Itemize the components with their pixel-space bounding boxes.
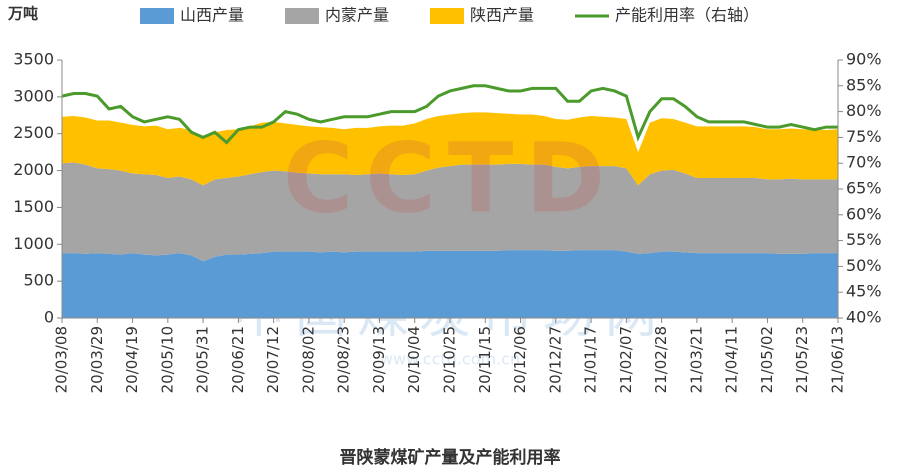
chart-title: 晋陕蒙煤矿产量及产能利用率 [340, 447, 561, 468]
y-tick-label: 2500 [13, 123, 54, 142]
watermark-name: 中国煤炭市场网 [233, 285, 667, 345]
y2-tick-label: 50% [846, 256, 882, 275]
x-tick-label: 20/05/31 [194, 326, 212, 393]
watermark: CCTD 中国煤炭市场网 www.cctd.com.cn [233, 122, 667, 369]
y-tick-label: 1000 [13, 234, 54, 253]
y-axis-unit: 万吨 [7, 5, 38, 23]
x-tick-label: 21/05/23 [793, 326, 811, 393]
y2-tick-label: 80% [846, 101, 882, 120]
line [61, 84, 838, 145]
x-tick-label: 20/12/06 [511, 326, 529, 393]
y2-tick-label: 60% [846, 204, 882, 223]
y-tick-label: 3000 [13, 86, 54, 105]
y2-tick-label: 45% [846, 282, 882, 301]
x-tick-label: 21/04/11 [723, 326, 741, 393]
legend-label: 内蒙产量 [325, 6, 389, 25]
x-tick-label: 21/01/17 [582, 326, 600, 393]
y-tick-label: 500 [23, 271, 54, 290]
legend-label: 陕西产量 [470, 6, 534, 25]
legend-swatch [140, 8, 174, 24]
y-tick-label: 3500 [13, 50, 54, 69]
y-tick-label: 1500 [13, 197, 54, 216]
legend-label: 山西产量 [180, 6, 244, 25]
y2-tick-label: 85% [846, 75, 882, 94]
area [62, 162, 838, 262]
x-tick-label: 20/08/02 [299, 326, 317, 393]
legend-swatch [430, 8, 464, 24]
x-tick-label: 20/08/23 [335, 326, 353, 393]
legend-label: 产能利用率（右轴） [615, 6, 759, 25]
y2-tick-label: 70% [846, 153, 882, 172]
x-tick-label: 20/05/10 [158, 326, 176, 393]
y2-tick-label: 40% [846, 308, 882, 327]
x-tick-label: 21/02/07 [617, 326, 635, 393]
y2-tick-label: 55% [846, 230, 882, 249]
y-tick-label: 2000 [13, 160, 54, 179]
area [62, 112, 838, 186]
y2-tick-label: 90% [846, 50, 882, 69]
area [62, 250, 838, 318]
x-tick-label: 20/03/29 [88, 326, 106, 393]
x-tick-label: 21/05/02 [758, 326, 776, 393]
x-tick-label: 20/10/04 [405, 326, 423, 393]
x-tick-label: 21/02/28 [652, 326, 670, 393]
x-tick-label: 20/10/25 [441, 326, 459, 393]
x-tick-label: 21/06/13 [829, 326, 847, 393]
y2-tick-label: 75% [846, 127, 882, 146]
y2-tick-label: 65% [846, 179, 882, 198]
y-tick-label: 0 [44, 308, 54, 327]
x-tick-label: 20/12/27 [546, 326, 564, 393]
watermark-logo: CCTD [283, 122, 617, 234]
legend-swatch [285, 8, 319, 24]
watermark-url: www.cctd.com.cn [380, 350, 520, 369]
x-tick-label: 20/11/15 [476, 326, 494, 393]
x-tick-label: 21/03/21 [687, 326, 705, 393]
x-tick-label: 20/03/08 [53, 326, 71, 393]
x-tick-label: 20/09/13 [370, 326, 388, 393]
x-tick-label: 20/04/19 [123, 326, 141, 393]
x-tick-label: 20/07/12 [264, 326, 282, 393]
x-tick-label: 20/06/21 [229, 326, 247, 393]
